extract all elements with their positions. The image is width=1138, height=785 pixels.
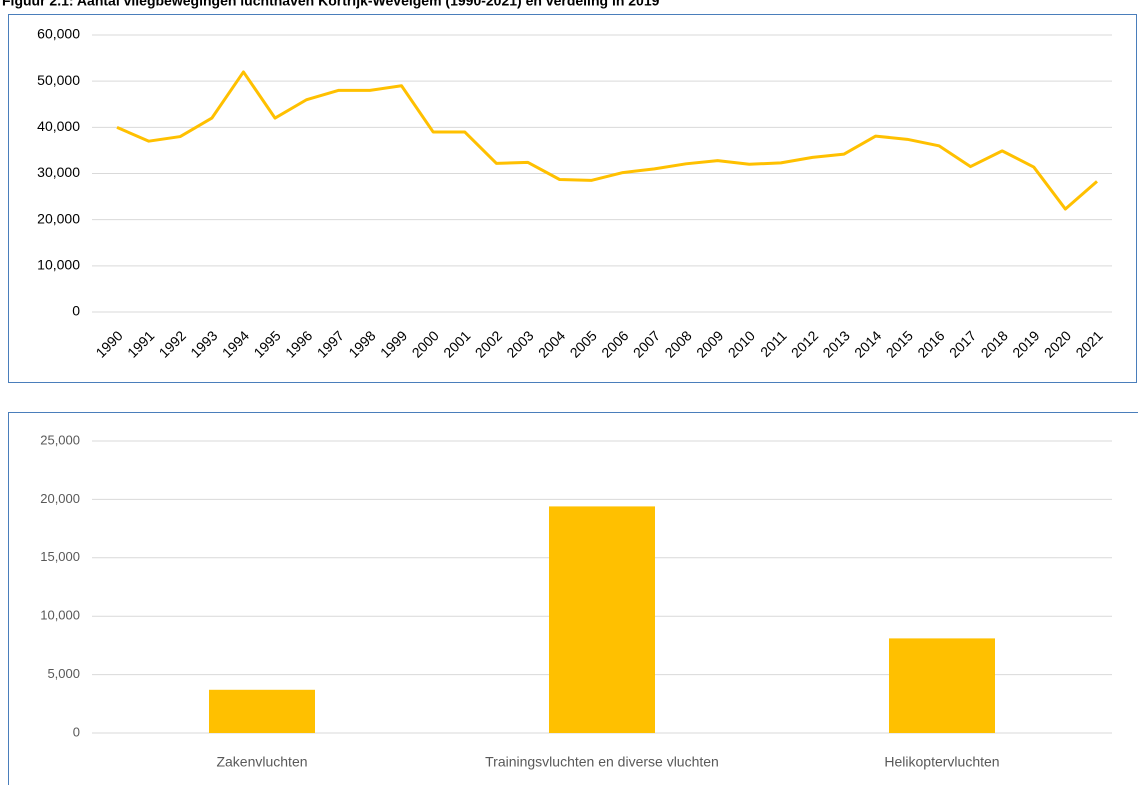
x-tick-label: 2009: [693, 327, 726, 360]
x-tick-label: 1994: [219, 327, 252, 360]
x-tick-label: 2002: [472, 327, 505, 360]
x-tick-label: 1996: [282, 327, 315, 360]
x-tick-label: 1997: [314, 327, 347, 360]
x-tick-label: 2016: [914, 327, 947, 360]
x-tick-label: Trainingsvluchten en diverse vluchten: [485, 754, 719, 770]
x-tick-label: 1993: [187, 327, 220, 360]
y-tick-label: 0: [73, 724, 80, 739]
y-tick-label: 20,000: [40, 491, 80, 506]
x-tick-label: 1999: [377, 327, 410, 360]
x-tick-label: 1998: [345, 327, 378, 360]
y-tick-label: 20,000: [37, 210, 80, 226]
y-tick-label: 5,000: [47, 666, 80, 681]
x-tick-label: 2001: [440, 327, 473, 360]
x-tick-label: 1991: [124, 327, 157, 360]
x-tick-label: 2007: [630, 327, 663, 360]
x-tick-label: 2021: [1072, 327, 1105, 360]
x-tick-label: 1990: [92, 327, 125, 360]
x-tick-label: 2013: [819, 327, 852, 360]
x-tick-label: 2019: [1009, 327, 1042, 360]
x-tick-label: 2003: [503, 327, 536, 360]
y-tick-label: 10,000: [37, 257, 80, 273]
y-tick-label: 25,000: [40, 432, 80, 447]
page-title: Figuur 2.1: Aantal vliegbewegingen lucht…: [2, 0, 660, 9]
y-tick-label: 30,000: [37, 164, 80, 180]
chart-frame: [8, 412, 1138, 785]
y-tick-label: 15,000: [40, 549, 80, 564]
y-tick-label: 50,000: [37, 72, 80, 88]
x-tick-label: 2006: [598, 327, 631, 360]
x-tick-label: 2018: [978, 327, 1011, 360]
x-tick-label: 2011: [757, 327, 790, 360]
x-tick-label: Zakenvluchten: [216, 754, 307, 770]
line-series: [116, 70, 1098, 211]
y-tick-label: 10,000: [40, 608, 80, 623]
x-tick-label: 2000: [409, 327, 442, 360]
bar: [549, 506, 655, 733]
x-tick-label: Helikoptervluchten: [884, 754, 999, 770]
x-tick-label: 1995: [250, 327, 283, 360]
bar: [209, 689, 315, 733]
x-tick-label: 2012: [788, 327, 821, 360]
y-tick-label: 0: [72, 303, 80, 319]
chart-frame: [8, 14, 1137, 383]
x-tick-label: 2015: [883, 327, 916, 360]
x-tick-label: 2020: [1041, 327, 1074, 360]
x-tick-label: 2004: [535, 327, 568, 360]
x-tick-label: 2005: [567, 327, 600, 360]
y-tick-label: 60,000: [37, 26, 80, 42]
x-tick-label: 2017: [946, 327, 979, 360]
x-tick-label: 2010: [725, 327, 758, 360]
x-tick-label: 2014: [851, 327, 884, 360]
bar: [889, 638, 995, 733]
y-tick-label: 40,000: [37, 118, 80, 134]
x-tick-label: 2008: [661, 327, 694, 360]
x-tick-label: 1992: [156, 327, 189, 360]
